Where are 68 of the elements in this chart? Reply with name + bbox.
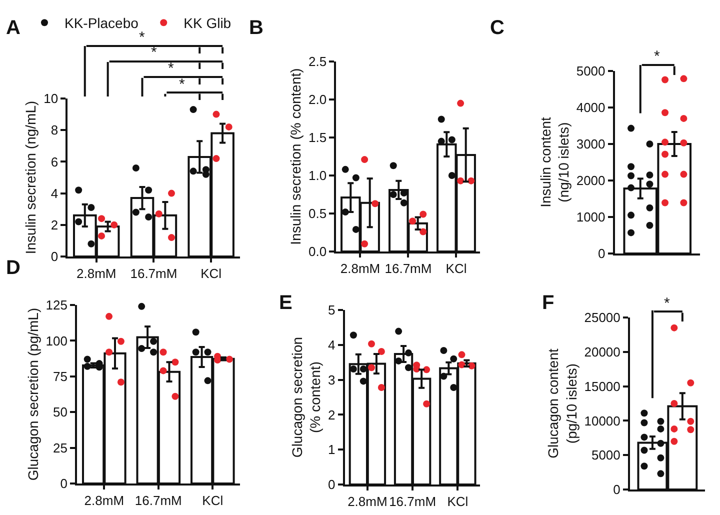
y-tick-label: 0 [598,246,606,262]
y-tick-label: 5000 [576,64,606,79]
y-tick-label: 4000 [576,100,606,116]
x-tick-label: KCl [446,261,467,276]
y-tick-label: 3000 [576,136,606,152]
y-tick-label: 0.0 [308,244,327,260]
chart-title: D [6,257,20,279]
y-tick-label: 2 [50,217,58,232]
y-tick-label: 4 [50,186,58,201]
x-tick-label: 2.8mM [76,266,116,282]
text: * [151,44,157,61]
y-tick-label: 6 [50,154,58,170]
text: * [139,29,145,46]
y-tick-label: 2 [328,407,336,422]
y-axis-title: Glucagon secretion (pg/mL) [24,308,41,481]
y-tick-label: 100 [46,333,68,348]
y-tick-label: 125 [46,298,68,313]
y-axis-title: Glucagon content (pg/10 islets) [545,348,580,458]
text: * [168,60,174,77]
y-tick-label: 2000 [576,173,606,188]
x-tick-label: 16.7mM [384,261,432,276]
x-tick-label: 16.7mM [130,266,178,282]
y-tick-label: 20000 [584,344,620,360]
x-tick-label: 2.8mM [84,493,124,508]
y-tick-label: 3 [328,372,336,388]
y-tick-label: 1000 [576,210,606,225]
y-tick-label: 25000 [584,310,620,326]
y-tick-label: 1.5 [308,130,327,146]
y-tick-label: 2.0 [308,92,327,108]
x-tick-label: 16.7mM [389,494,436,510]
y-tick-label: 0 [328,477,336,492]
chart-title: F [542,292,554,314]
x-tick-label: KCl [202,493,224,508]
y-tick-label: 50 [52,404,68,420]
x-tick-label: 16.7mM [134,493,182,508]
chart-title: A [6,17,20,39]
y-tick-label: 0 [613,482,620,498]
y-axis-title: Glucagon secretion (% content) [288,336,324,458]
y-tick-label: 15000 [584,378,620,394]
y-tick-label: 75 [52,368,68,384]
text: * [664,295,670,312]
text: * [654,48,660,65]
x-tick-label: KCl [447,494,468,510]
y-tick-label: 2.5 [308,54,327,70]
y-tick-label: 5000 [591,448,620,463]
y-tick-label: 4 [328,337,336,352]
y-tick-label: 10000 [584,413,620,428]
y-tick-label: 5 [328,302,336,318]
y-axis-title: Insulin secretion (ng/mL) [22,100,39,254]
x-tick-label: KCl [200,266,222,282]
text: * [179,76,185,93]
chart-title: B [249,17,264,39]
y-tick-label: 25 [52,440,68,456]
y-tick-label: 0.5 [308,206,327,222]
chart-title: C [490,17,504,39]
chart-title: E [279,292,292,314]
x-tick-label: 2.8mM [348,494,388,510]
x-tick-label: 2.8mM [340,261,380,276]
y-tick-label: 8 [50,122,58,138]
y-tick-label: 10 [44,91,58,106]
legend-label: KK Glib [184,15,232,32]
y-tick-label: 1.0 [308,168,327,184]
y-axis-title: Insulin content (ng/10 islets) [537,117,572,208]
y-tick-label: 0 [50,249,58,264]
y-axis-title: Insulin secretion (% content) [288,68,304,245]
legend-label: KK-Placebo [64,15,139,32]
y-tick-label: 0 [60,476,68,492]
y-tick-label: 1 [328,442,336,458]
